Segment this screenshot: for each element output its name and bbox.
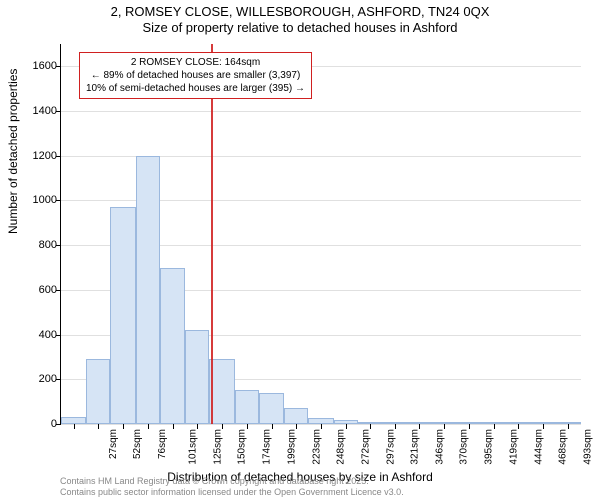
xtick-mark [74,424,75,429]
xtick-label: 346sqm [434,429,445,465]
xtick-label: 52sqm [132,429,143,459]
title-line-1: 2, ROMSEY CLOSE, WILLESBOROUGH, ASHFORD,… [0,4,600,20]
marker-line [211,44,213,424]
xtick-mark [370,424,371,429]
histogram-bar [136,156,160,424]
xtick-mark [272,424,273,429]
annotation-line-3: 10% of semi-detached houses are larger (… [86,82,305,95]
histogram-plot: 0200400600800100012001400160027sqm52sqm7… [60,44,581,425]
footer-attribution: Contains HM Land Registry data © Crown c… [60,476,404,498]
xtick-label: 223sqm [311,429,322,465]
histogram-bar [235,390,259,424]
xtick-label: 468sqm [558,429,569,465]
xtick-label: 321sqm [410,429,421,465]
xtick-label: 419sqm [509,429,520,465]
xtick-label: 101sqm [187,429,198,465]
xtick-mark [197,424,198,429]
xtick-label: 444sqm [533,429,544,465]
xtick-label: 125sqm [212,429,223,465]
xtick-mark [173,424,174,429]
xtick-mark [568,424,569,429]
annotation-box: 2 ROMSEY CLOSE: 164sqm← 89% of detached … [79,52,312,99]
xtick-label: 76sqm [157,429,168,459]
xtick-mark [321,424,322,429]
footer-line-2: Contains public sector information licen… [60,487,404,498]
xtick-mark [148,424,149,429]
xtick-mark [494,424,495,429]
histogram-bar [86,359,110,424]
annotation-line-2: ← 89% of detached houses are smaller (3,… [86,69,305,82]
ytick-label: 600 [17,284,57,296]
ytick-label: 1400 [17,105,57,117]
xtick-label: 27sqm [108,429,119,459]
ytick-label: 400 [17,329,57,341]
xtick-label: 370sqm [459,429,470,465]
xtick-mark [296,424,297,429]
xtick-mark [123,424,124,429]
xtick-label: 174sqm [262,429,273,465]
title-line-2: Size of property relative to detached ho… [0,20,600,36]
chart-title: 2, ROMSEY CLOSE, WILLESBOROUGH, ASHFORD,… [0,0,600,37]
xtick-label: 248sqm [336,429,347,465]
xtick-mark [444,424,445,429]
ytick-label: 200 [17,373,57,385]
ytick-label: 1200 [17,150,57,162]
histogram-bar [185,330,209,424]
histogram-bar [259,393,284,424]
histogram-bar [160,268,185,424]
xtick-mark [247,424,248,429]
ytick-label: 800 [17,239,57,251]
xtick-label: 395sqm [484,429,495,465]
ytick-label: 0 [17,418,57,430]
xtick-mark [419,424,420,429]
xtick-mark [469,424,470,429]
xtick-label: 199sqm [286,429,297,465]
xtick-mark [98,424,99,429]
histogram-bar [110,207,135,424]
histogram-bar [61,417,86,424]
xtick-mark [222,424,223,429]
xtick-mark [346,424,347,429]
annotation-line-1: 2 ROMSEY CLOSE: 164sqm [86,56,305,69]
ytick-label: 1000 [17,194,57,206]
xtick-mark [543,424,544,429]
gridline [61,111,581,112]
xtick-label: 493sqm [583,429,594,465]
xtick-label: 150sqm [237,429,248,465]
xtick-mark [395,424,396,429]
xtick-label: 297sqm [385,429,396,465]
xtick-label: 272sqm [361,429,372,465]
xtick-mark [518,424,519,429]
histogram-bar [284,408,308,424]
footer-line-1: Contains HM Land Registry data © Crown c… [60,476,404,487]
ytick-label: 1600 [17,60,57,72]
